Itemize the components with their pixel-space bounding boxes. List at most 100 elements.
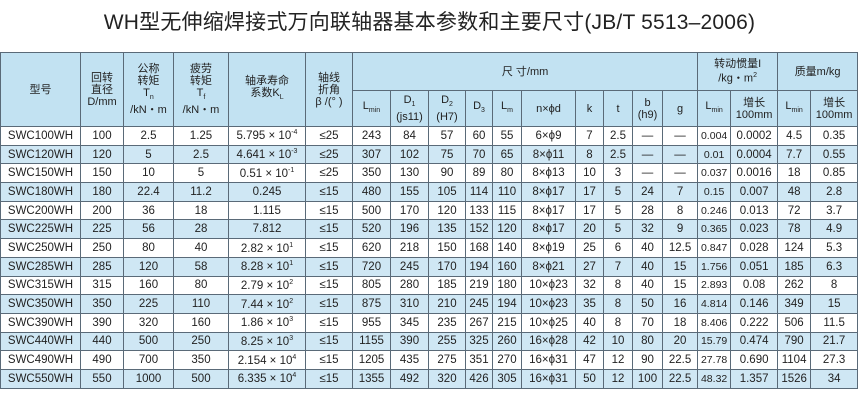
table-cell: — — [661, 163, 699, 184]
table-row: SWC225WH 225 56 28 7.812 ≤15 520 196 135 152 120 8×… — [0, 219, 859, 240]
table-cell: 10 — [123, 163, 174, 184]
table-cell: 390 — [80, 312, 124, 333]
table-cell: 17 — [575, 200, 604, 221]
table-row: SWC150WH 150 10 5 0.51 × 10-1 ≤25 350 130 90 89 80… — [0, 163, 859, 184]
table-cell: 520 — [352, 219, 391, 240]
table-cell: 47 — [575, 350, 604, 370]
table-row: SWC390WH 390 320 160 1.86 × 103 ≤15 955 345 235 2… — [0, 312, 859, 333]
table-cell: 225 — [123, 294, 174, 314]
table-cell: 6.3 — [810, 256, 859, 277]
table-cell: 5 — [173, 163, 229, 184]
header-lm: Lm — [492, 90, 522, 127]
table-cell: 56 — [123, 219, 174, 240]
table-cell: 720 — [352, 256, 391, 277]
table-cell: 40 — [173, 238, 229, 258]
header-inertia-inc: 增长 100mm — [730, 90, 779, 127]
table-cell: 50 — [632, 294, 663, 314]
table-cell: 0.35 — [810, 126, 859, 146]
table-cell: 7.812 — [228, 219, 306, 240]
table-cell: 70 — [632, 312, 663, 333]
table-cell: 24 — [632, 182, 663, 202]
table-cell: 0.474 — [730, 331, 779, 352]
table-cell: 0.246 — [697, 200, 732, 221]
table-cell: 235 — [428, 312, 466, 333]
table-cell: 0.55 — [810, 144, 859, 165]
table-cell: 0.146 — [730, 294, 779, 314]
table-cell: 351 — [465, 350, 493, 370]
table-cell: 492 — [390, 368, 429, 389]
table-cell: 1355 — [352, 368, 391, 389]
table-cell: 140 — [492, 238, 522, 258]
model-cell: SWC350WH — [0, 294, 81, 314]
table-cell: 80 — [173, 275, 229, 296]
table-cell: 10 — [603, 331, 633, 352]
table-cell: 12 — [603, 350, 633, 370]
table-cell: 7.44 × 102 — [228, 294, 306, 314]
table-cell: 260 — [492, 331, 522, 352]
table-cell: 8×ϕ17 — [521, 219, 576, 240]
table-cell: 27.78 — [697, 350, 732, 370]
table-cell: 50 — [575, 368, 604, 389]
table-cell: 194 — [465, 256, 493, 277]
table-cell: 6 — [603, 238, 633, 258]
table-cell: 10×ϕ23 — [521, 294, 576, 314]
table-cell: 48 — [777, 182, 812, 202]
table-cell: 426 — [465, 368, 493, 389]
table-cell: 8 — [661, 200, 699, 221]
table-cell: 0.007 — [730, 182, 779, 202]
table-cell: 5 — [603, 182, 633, 202]
table-cell: ≤15 — [305, 312, 353, 333]
table-cell: 0.01 — [697, 144, 732, 165]
table-cell: 8×ϕ17 — [521, 200, 576, 221]
table-cell: 5 — [603, 219, 633, 240]
table-cell: 8.25 × 103 — [228, 331, 306, 352]
table-cell: 2.154 × 104 — [228, 350, 306, 370]
table-cell: 70 — [465, 144, 493, 165]
table-cell: 285 — [80, 256, 124, 277]
table-cell: 345 — [390, 312, 429, 333]
header-mass-inc: 增长 100mm — [810, 90, 859, 127]
table-cell: 218 — [390, 238, 429, 258]
table-cell: 3 — [603, 163, 633, 184]
header-inertia-lmin: Lmin — [697, 90, 732, 127]
table-row: SWC350WH 350 225 110 7.44 × 102 ≤15 875 310 210 2… — [0, 294, 859, 314]
table-cell: 4.641 × 10-3 — [228, 144, 306, 165]
table-cell: 250 — [80, 238, 124, 258]
table-cell: 270 — [492, 350, 522, 370]
table-cell: 350 — [173, 350, 229, 370]
table-row: SWC315WH 315 160 80 2.79 × 102 ≤15 805 280 185 21… — [0, 275, 859, 296]
table-cell: 34 — [810, 368, 859, 389]
table-cell: 10×ϕ23 — [521, 275, 576, 296]
table-cell: — — [661, 126, 699, 146]
table-cell: 40 — [575, 312, 604, 333]
table-cell: 0.690 — [730, 350, 779, 370]
table-cell: 12 — [603, 368, 633, 389]
table-cell: 110 — [173, 294, 229, 314]
header-diameter: 回转 直径 D/mm — [80, 52, 124, 127]
table-cell: 194 — [492, 294, 522, 314]
table-cell: 80 — [123, 238, 174, 258]
table-cell: 48.32 — [697, 368, 732, 389]
table-cell: 2.79 × 102 — [228, 275, 306, 296]
table-cell: 15 — [661, 275, 699, 296]
table-cell: 250 — [173, 331, 229, 352]
table-cell: 28 — [632, 200, 663, 221]
table-cell: 110 — [492, 182, 522, 202]
table-cell: 6.335 × 104 — [228, 368, 306, 389]
table-cell: 8 — [603, 294, 633, 314]
table-cell: 8.406 — [697, 312, 732, 333]
header-b: b (h9) — [632, 90, 663, 127]
table-cell: 790 — [777, 331, 812, 352]
table-cell: 2.5 — [603, 144, 633, 165]
table-cell: 22.5 — [661, 368, 699, 389]
table-cell: 0.245 — [228, 182, 306, 202]
table-cell: 18 — [173, 200, 229, 221]
table-cell: 40 — [632, 275, 663, 296]
table-cell: 225 — [80, 219, 124, 240]
table-cell: 17 — [575, 182, 604, 202]
table-cell: 500 — [173, 368, 229, 389]
table-cell: 80 — [492, 163, 522, 184]
table-cell: 0.051 — [730, 256, 779, 277]
table-cell: 8×ϕ11 — [521, 144, 576, 165]
table-cell: 0.85 — [810, 163, 859, 184]
